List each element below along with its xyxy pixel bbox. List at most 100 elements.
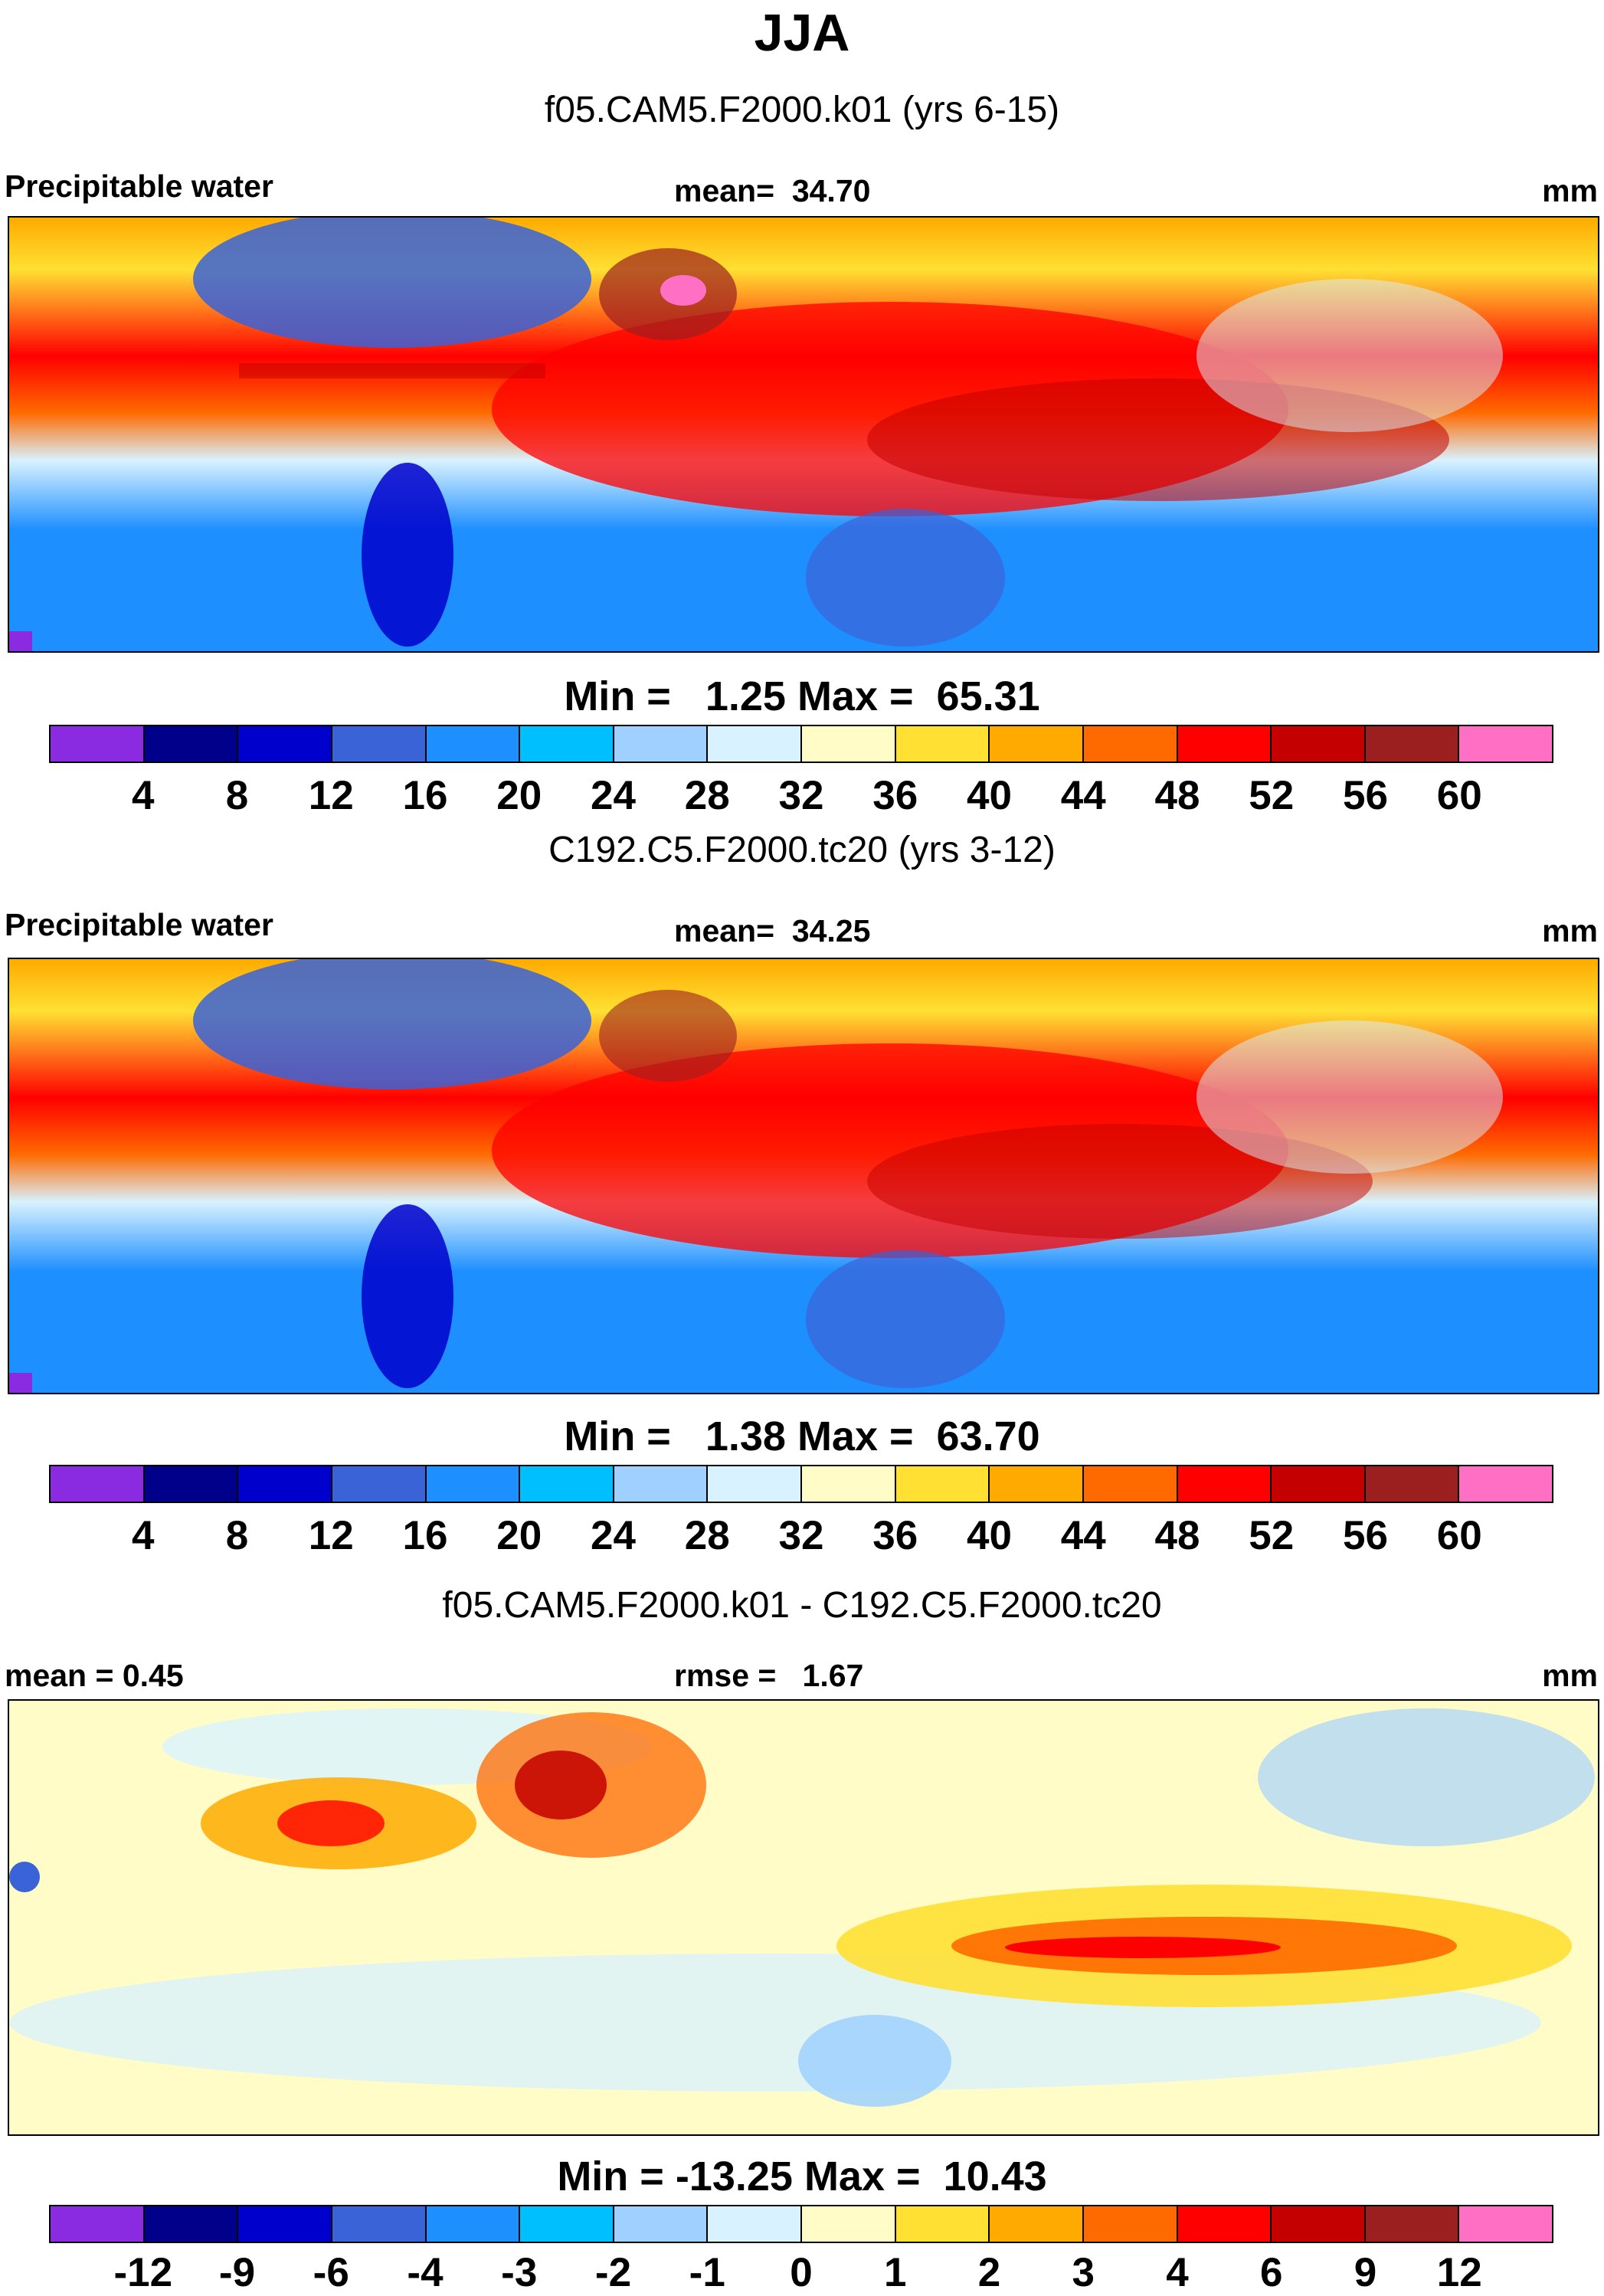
colorbar-tick: 44 [1060, 773, 1106, 818]
panel-3-mean-label: mean = 0.45 [5, 1658, 184, 1693]
colorbar-tick: 12 [1436, 2250, 1482, 2295]
colorbar-box [1365, 726, 1460, 762]
colorbar-tick: 28 [684, 1513, 730, 1558]
panel-1-units: mm [1542, 173, 1598, 208]
colorbar-tick: 4 [1166, 2250, 1189, 2295]
panel-1-colorbar-ticks: 4 8 12 16 20 24 28 32 36 40 44 48 52 56 … [49, 772, 1553, 818]
colorbar-tick: 24 [591, 1513, 636, 1558]
colorbar-box [614, 726, 709, 762]
colorbar-tick: 20 [496, 773, 542, 818]
colorbar-tick: 56 [1343, 773, 1388, 818]
colorbar-tick: -3 [501, 2250, 538, 2295]
panel-2-colorbar-ticks: 4 8 12 16 20 24 28 32 36 40 44 48 52 56 … [49, 1512, 1553, 1558]
colorbar-box [802, 1466, 896, 1502]
colorbar-tick: 12 [308, 1513, 354, 1558]
colorbar-tick: -4 [407, 2250, 444, 2295]
panel-2-colorbar [49, 1465, 1553, 1503]
colorbar-box [802, 726, 896, 762]
colorbar-box [1365, 1466, 1460, 1502]
colorbar-box [895, 2206, 990, 2242]
colorbar-box [895, 1466, 990, 1502]
colorbar-tick: 52 [1249, 773, 1295, 818]
colorbar-box [332, 726, 427, 762]
colorbar-box [1459, 726, 1552, 762]
colorbar-box [708, 2206, 802, 2242]
panel-1-mean-label: mean= 34.70 [674, 173, 871, 208]
colorbar-tick: 4 [132, 1513, 155, 1558]
colorbar-tick: 28 [684, 773, 730, 818]
colorbar-box [238, 1466, 332, 1502]
panel-3-rmse-label: rmse = 1.67 [674, 1658, 864, 1693]
panel-1-colorbar [49, 725, 1553, 763]
colorbar-box [51, 726, 145, 762]
colorbar-box [520, 1466, 614, 1502]
colorbar-box [1365, 2206, 1460, 2242]
colorbar-box [708, 726, 802, 762]
colorbar-box [332, 1466, 427, 1502]
colorbar-box [426, 726, 521, 762]
colorbar-box [990, 2206, 1084, 2242]
colorbar-tick: 32 [778, 773, 824, 818]
colorbar-box [144, 2206, 239, 2242]
panel-3-colorbar-ticks: -12 -9 -6 -4 -3 -2 -1 0 1 2 3 4 6 9 12 [49, 2249, 1553, 2295]
colorbar-tick: 3 [1072, 2250, 1095, 2295]
colorbar-tick: 36 [872, 773, 918, 818]
panel-2-map [8, 951, 1599, 1394]
panel-3-case-title: f05.CAM5.F2000.k01 - C192.C5.F2000.tc20 [442, 1585, 1162, 1626]
colorbar-tick: 6 [1260, 2250, 1283, 2295]
colorbar-box [238, 726, 332, 762]
colorbar-tick: -2 [594, 2250, 632, 2295]
colorbar-tick: 32 [778, 1513, 824, 1558]
panel-2-minmax: Min = 1.38 Max = 63.70 [564, 1413, 1040, 1459]
colorbar-tick: 44 [1060, 1513, 1106, 1558]
colorbar-box [990, 726, 1084, 762]
panel-2-field [9, 951, 1598, 1393]
colorbar-box [426, 2206, 521, 2242]
colorbar-tick: 0 [790, 2250, 813, 2295]
colorbar-box [426, 1466, 521, 1502]
colorbar-tick: 2 [977, 2250, 1001, 2295]
colorbar-tick: 48 [1154, 773, 1200, 818]
colorbar-tick: 60 [1436, 773, 1482, 818]
panel-2-mean-label: mean= 34.25 [674, 913, 871, 948]
colorbar-box [520, 2206, 614, 2242]
panel-1-case-title: f05.CAM5.F2000.k01 (yrs 6-15) [544, 90, 1060, 130]
colorbar-tick: 12 [308, 773, 354, 818]
colorbar-box [51, 2206, 145, 2242]
colorbar-tick: 36 [872, 1513, 918, 1558]
colorbar-box [144, 726, 239, 762]
panel-1-field [9, 210, 1598, 651]
panel-3-field [9, 1701, 1598, 2134]
panel-2-units: mm [1542, 913, 1598, 948]
colorbar-tick: 56 [1343, 1513, 1388, 1558]
panel-1-minmax: Min = 1.25 Max = 65.31 [564, 673, 1040, 719]
colorbar-box [1177, 2206, 1272, 2242]
panel-3-units: mm [1542, 1658, 1598, 1693]
colorbar-tick: 1 [884, 2250, 907, 2295]
colorbar-box [1272, 1466, 1366, 1502]
colorbar-tick: -12 [113, 2250, 173, 2295]
colorbar-box [332, 2206, 427, 2242]
panel-3-minmax: Min = -13.25 Max = 10.43 [557, 2154, 1047, 2199]
panel-1-map [8, 210, 1599, 653]
panel-3-map [8, 1699, 1599, 2136]
colorbar-tick: 52 [1249, 1513, 1295, 1558]
colorbar-box [1083, 1466, 1178, 1502]
colorbar-box [144, 1466, 239, 1502]
colorbar-tick: -9 [218, 2250, 256, 2295]
colorbar-tick: 40 [967, 773, 1012, 818]
colorbar-tick: 8 [225, 1513, 249, 1558]
colorbar-box [614, 2206, 709, 2242]
colorbar-box [708, 1466, 802, 1502]
panel-2-variable-label: Precipitable water [5, 907, 273, 942]
colorbar-tick: 16 [402, 1513, 448, 1558]
colorbar-tick: 20 [496, 1513, 542, 1558]
figure-title: JJA [754, 4, 850, 62]
colorbar-tick: 60 [1436, 1513, 1482, 1558]
panel-3-colorbar [49, 2205, 1553, 2243]
colorbar-tick: 24 [591, 773, 636, 818]
colorbar-box [520, 726, 614, 762]
colorbar-box [1177, 1466, 1272, 1502]
colorbar-tick: 48 [1154, 1513, 1200, 1558]
colorbar-box [1272, 2206, 1366, 2242]
